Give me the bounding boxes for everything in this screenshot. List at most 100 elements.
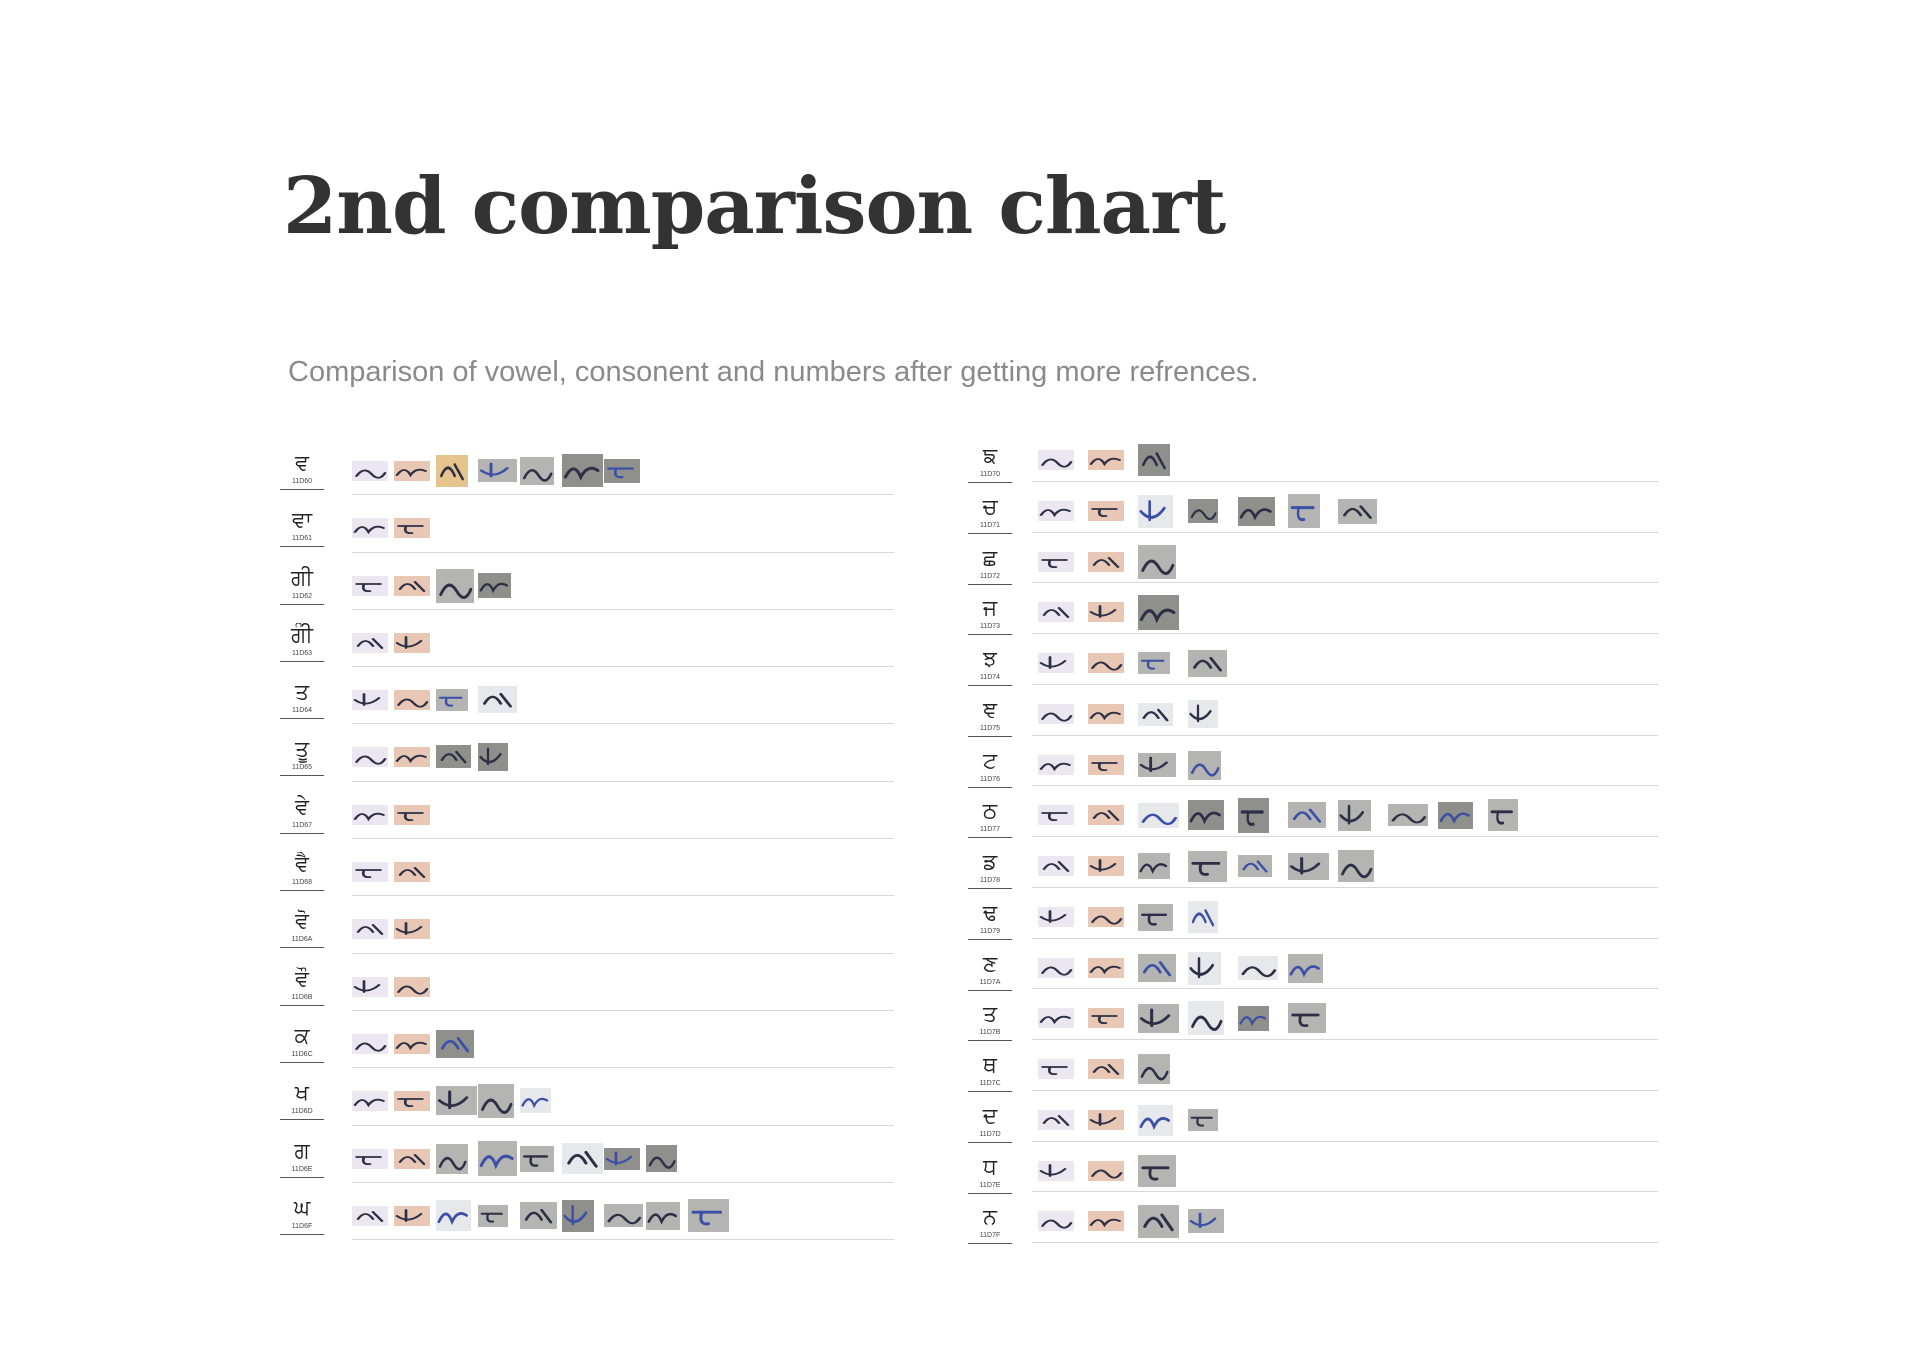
handwriting-sample [352, 976, 388, 997]
handwriting-sample [1188, 800, 1224, 831]
handwriting-sample [436, 1029, 474, 1058]
character-underline [968, 1141, 1012, 1143]
reference-samples [1038, 491, 1598, 542]
character-cell: ਤ 11D64 [280, 680, 324, 720]
row-divider [352, 1239, 894, 1241]
character-cell: ਞ 11D75 [968, 698, 1012, 737]
row-divider [352, 1009, 894, 1011]
character-underline [968, 1040, 1012, 1042]
handwriting-sample [352, 919, 388, 940]
handwriting-sample [436, 745, 471, 769]
character-glyph: ਟ [982, 748, 998, 774]
character-cell: ਝ 11D74 [968, 647, 1012, 686]
handwriting-sample [352, 575, 388, 596]
handwriting-sample [1038, 1008, 1074, 1029]
row-divider [1032, 531, 1658, 533]
unicode-code: 11D63 [291, 649, 313, 657]
reference-samples [1038, 1201, 1598, 1252]
character-underline [968, 938, 1012, 940]
handwriting-sample [436, 1199, 471, 1231]
handwriting-sample [1088, 653, 1124, 673]
row-divider [1032, 582, 1658, 584]
handwriting-sample [1038, 957, 1074, 978]
reference-samples [352, 447, 832, 504]
character-underline [280, 832, 324, 834]
unicode-code: 11D6A [291, 936, 313, 944]
reference-samples [352, 963, 832, 1020]
handwriting-sample [520, 1088, 551, 1114]
character-glyph: ਛ [982, 545, 998, 571]
unicode-code: 11D7B [979, 1029, 1001, 1037]
handwriting-sample [1138, 1154, 1176, 1187]
handwriting-sample [1138, 702, 1173, 726]
handwriting-sample [1238, 1006, 1269, 1032]
row-divider [352, 780, 894, 782]
character-underline [968, 1243, 1012, 1245]
row-divider [352, 551, 894, 553]
handwriting-sample [1138, 652, 1170, 674]
handwriting-sample [1138, 595, 1179, 631]
handwriting-sample [436, 689, 468, 712]
unicode-code: 11D78 [979, 877, 1001, 884]
handwriting-sample [1388, 804, 1428, 827]
handwriting-sample [394, 518, 430, 539]
chart-row: ਝ 11D74 [968, 643, 1658, 694]
handwriting-sample [352, 804, 388, 825]
reference-samples [1038, 795, 1598, 846]
character-underline [280, 1004, 324, 1006]
handwriting-sample [1288, 1003, 1326, 1034]
row-divider [352, 1124, 894, 1126]
unicode-code: 11D64 [291, 707, 313, 715]
handwriting-sample [1238, 496, 1275, 526]
handwriting-sample [436, 1086, 477, 1116]
handwriting-sample [394, 1205, 430, 1226]
chart-row: ਨ 11D7F [968, 1201, 1658, 1252]
handwriting-sample [1088, 754, 1124, 775]
handwriting-sample [394, 747, 430, 768]
row-divider [1032, 734, 1658, 736]
chart-row: ਕ 11D6C [280, 1020, 895, 1077]
handwriting-sample [478, 1084, 514, 1119]
reference-samples [352, 676, 832, 733]
row-divider [1032, 836, 1658, 837]
character-cell: ਙ 11D70 [968, 444, 1012, 483]
handwriting-sample [352, 690, 388, 711]
character-glyph: ਥ [983, 1053, 997, 1078]
unicode-code: 11D62 [291, 592, 313, 600]
handwriting-sample [436, 568, 474, 603]
reference-samples [1038, 745, 1598, 796]
character-glyph: ਵੌ [295, 966, 309, 992]
row-divider [1032, 1039, 1658, 1040]
handwriting-sample [1188, 851, 1227, 882]
unicode-code: 11D67 [291, 821, 313, 829]
character-underline [968, 634, 1012, 636]
chart-row: ਗ 11D6E [280, 1135, 895, 1192]
handwriting-sample [520, 1145, 554, 1172]
character-underline [968, 989, 1012, 991]
reference-samples [352, 562, 832, 619]
character-glyph: ਨ [983, 1205, 997, 1231]
handwriting-sample [1088, 551, 1124, 572]
unicode-code: 11D77 [979, 826, 1001, 834]
handwriting-sample [1038, 1109, 1074, 1130]
handwriting-sample [1188, 1001, 1224, 1036]
character-underline [280, 1233, 324, 1235]
character-glyph: ਢ [982, 900, 998, 926]
page-title: 2nd comparison chart [283, 161, 1226, 252]
reference-samples [1038, 694, 1598, 745]
unicode-code: 11D6E [291, 1165, 313, 1173]
character-glyph: ਖ [295, 1081, 309, 1107]
reference-samples [1038, 542, 1598, 593]
reference-samples [352, 848, 832, 905]
handwriting-sample [1138, 1054, 1170, 1084]
handwriting-sample [1038, 856, 1074, 876]
unicode-code: 11D61 [291, 535, 313, 543]
handwriting-sample [394, 461, 430, 481]
row-divider [352, 494, 894, 496]
handwriting-sample [352, 747, 388, 768]
character-glyph: ਤ [982, 1002, 998, 1028]
unicode-code: 11D7D [979, 1130, 1001, 1138]
row-divider [1032, 1140, 1658, 1142]
handwriting-sample [394, 632, 430, 653]
unicode-code: 11D76 [979, 775, 1001, 783]
